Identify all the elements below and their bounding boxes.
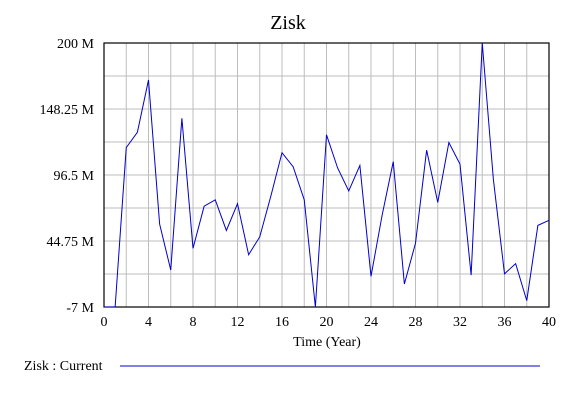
x-tick-label: 40	[542, 315, 556, 330]
y-tick-label: 200 M	[57, 37, 95, 52]
x-axis: 0 4 8 12 16 20 24 28 32 36 40	[101, 315, 557, 330]
y-axis: -7 M 44.75 M 96.5 M 148.25 M 200 M	[40, 37, 95, 316]
y-tick-label: 96.5 M	[54, 169, 95, 184]
plot-area-frame	[103, 42, 550, 308]
x-tick-label: 12	[231, 315, 245, 330]
x-tick-label: 16	[275, 315, 289, 330]
x-tick-label: 20	[320, 315, 334, 330]
x-tick-label: 32	[453, 315, 467, 330]
x-axis-label: Time (Year)	[293, 335, 361, 350]
chart-title: Zisk	[270, 12, 306, 34]
y-tick-label: 44.75 M	[47, 235, 95, 250]
x-tick-label: 28	[409, 315, 423, 330]
x-tick-label: 24	[364, 315, 378, 330]
y-tick-label: 148.25 M	[40, 103, 95, 118]
y-tick-label: -7 M	[66, 301, 94, 316]
x-tick-label: 36	[498, 315, 512, 330]
legend-label: Zisk : Current	[24, 359, 103, 374]
x-tick-label: 8	[190, 315, 197, 330]
x-tick-label: 4	[145, 315, 152, 330]
series-line	[104, 42, 550, 308]
x-tick-label: 0	[101, 315, 108, 330]
